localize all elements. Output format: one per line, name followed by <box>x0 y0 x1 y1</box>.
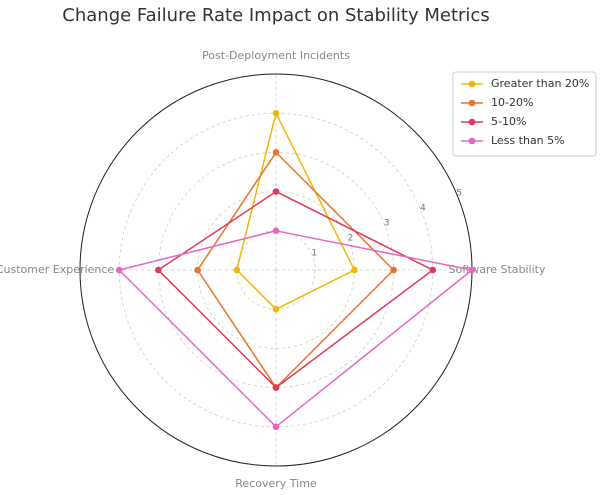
legend-label: Less than 5% <box>491 134 565 147</box>
legend-marker <box>468 99 476 107</box>
legend-label: 5-10% <box>491 115 526 128</box>
point <box>272 188 280 195</box>
point <box>429 266 437 274</box>
category-label: Recovery Time <box>235 477 317 490</box>
category-label: Software Stability <box>449 263 546 276</box>
series-line <box>235 111 356 311</box>
point <box>351 266 358 274</box>
point <box>272 423 280 431</box>
legend-marker <box>468 118 476 126</box>
r-tick-label: 3 <box>384 218 390 228</box>
legend-marker <box>468 137 476 145</box>
point <box>272 227 280 235</box>
point <box>272 149 280 156</box>
point <box>390 266 397 274</box>
legend-marker <box>468 80 476 88</box>
point <box>272 305 280 313</box>
r-tick-label: 2 <box>348 233 354 243</box>
point <box>194 266 201 274</box>
legend-label: 10-20% <box>491 96 533 109</box>
chart-title: Change Failure Rate Impact on Stability … <box>62 5 489 26</box>
point <box>272 109 280 117</box>
point <box>115 266 123 274</box>
point <box>468 266 476 274</box>
r-tick-label: 4 <box>420 203 426 213</box>
point <box>233 266 241 274</box>
category-label: Post-Deployment Incidents <box>202 49 350 62</box>
category-label: Customer Experience <box>0 263 114 276</box>
legend-box <box>452 71 597 157</box>
legend-label: Greater than 20% <box>491 77 589 90</box>
point <box>155 266 162 274</box>
r-tick-label: 1 <box>311 248 317 258</box>
r-tick-label: 5 <box>456 188 462 198</box>
point <box>272 384 280 391</box>
